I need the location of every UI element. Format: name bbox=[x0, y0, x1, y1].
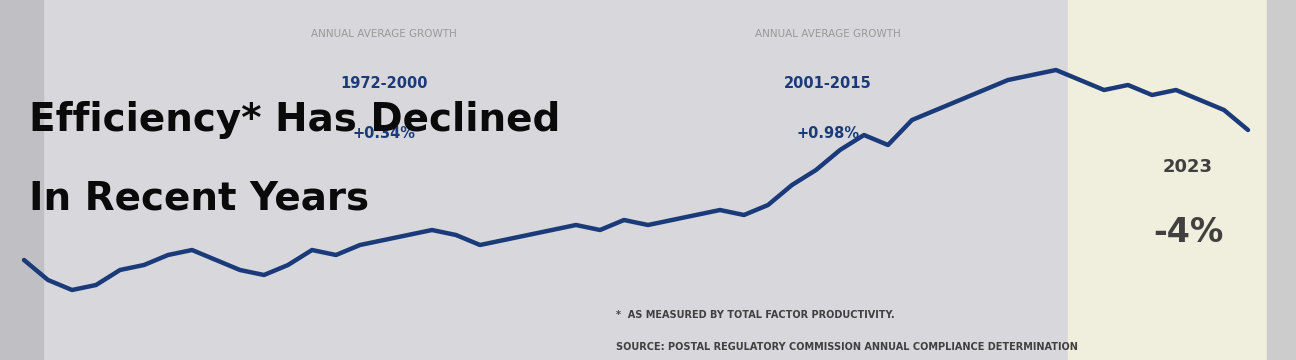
Text: +0.98%: +0.98% bbox=[797, 126, 859, 141]
Text: ANNUAL AVERAGE GROWTH: ANNUAL AVERAGE GROWTH bbox=[311, 29, 457, 39]
Text: 1972-2000: 1972-2000 bbox=[341, 76, 428, 91]
Text: SOURCE: POSTAL REGULATORY COMMISSION ANNUAL COMPLIANCE DETERMINATION: SOURCE: POSTAL REGULATORY COMMISSION ANN… bbox=[616, 342, 1077, 352]
Text: +0.34%: +0.34% bbox=[353, 126, 416, 141]
Text: -4%: -4% bbox=[1153, 216, 1223, 249]
Text: ANNUAL AVERAGE GROWTH: ANNUAL AVERAGE GROWTH bbox=[756, 29, 901, 39]
Text: *  AS MEASURED BY TOTAL FACTOR PRODUCTIVITY.: * AS MEASURED BY TOTAL FACTOR PRODUCTIVI… bbox=[616, 310, 894, 320]
Text: 2023: 2023 bbox=[1163, 158, 1213, 176]
Text: In Recent Years: In Recent Years bbox=[29, 180, 368, 218]
Bar bbox=[1068, 0, 1267, 360]
Text: 2001-2015: 2001-2015 bbox=[784, 76, 872, 91]
Bar bbox=[1267, 0, 1296, 360]
Bar bbox=[0, 0, 43, 360]
Text: Efficiency* Has Declined: Efficiency* Has Declined bbox=[29, 101, 560, 139]
